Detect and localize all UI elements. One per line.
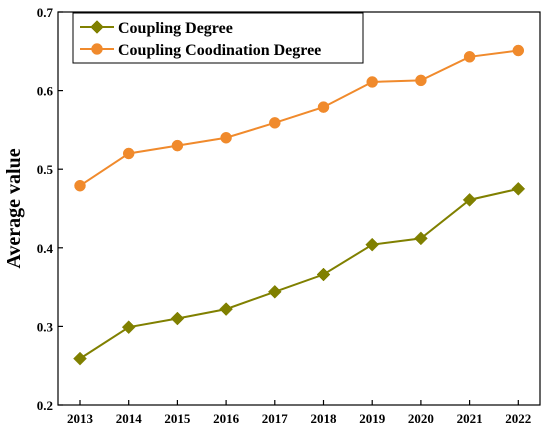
series-1-line (79, 49, 519, 187)
series-1-point (171, 139, 184, 152)
y-tick-label: 0.2 (37, 398, 53, 413)
legend-marker (90, 20, 104, 34)
series-0-point (365, 237, 380, 252)
series-1-point (74, 179, 86, 192)
x-tick-label: 2019 (359, 411, 386, 426)
x-tick-label: 2022 (505, 411, 531, 426)
series-0-line (79, 187, 519, 360)
series-0-point (267, 284, 282, 299)
series-0-point (511, 181, 526, 196)
legend-marker (91, 43, 103, 55)
series-1-point (269, 117, 281, 129)
legend-label: Coupling Coodination Degree (118, 42, 321, 59)
x-tick-label: 2015 (164, 411, 191, 426)
x-tick-label: 2018 (311, 411, 338, 426)
y-tick-label: 0.3 (37, 319, 54, 334)
y-axis-title: Average value (3, 148, 25, 268)
series-1-point (220, 132, 232, 144)
legend-label: Coupling Degree (118, 20, 233, 37)
x-tick-label: 2014 (116, 411, 143, 426)
series-0-point (462, 193, 477, 207)
legend: Coupling Degree Coupling Coodination Degr… (72, 12, 364, 64)
series-0-point (414, 231, 428, 246)
x-tick-label: 2020 (408, 411, 434, 426)
series-0-point (219, 302, 233, 316)
series-0-point (316, 267, 331, 282)
series-1-point (366, 76, 378, 88)
y-tick-label: 0.6 (37, 84, 54, 99)
series-1-point (463, 51, 476, 63)
series-1-point (512, 44, 525, 57)
x-tick-label: 2016 (213, 411, 240, 426)
x-tick-label: 2021 (457, 411, 483, 426)
x-tick-label: 2017 (262, 411, 289, 426)
series-0-point (121, 320, 136, 335)
x-tick-label: 2013 (67, 411, 94, 426)
plot-frame (57, 11, 541, 406)
series-1-point (122, 147, 135, 160)
y-axis-ticks: 0.2 0.3 0.4 0.5 0.6 0.7 (37, 5, 63, 413)
series-0-point (170, 311, 185, 326)
series-0-point (73, 351, 87, 366)
y-tick-label: 0.4 (37, 241, 54, 256)
y-tick-label: 0.7 (37, 5, 54, 20)
series-1-point (317, 101, 330, 113)
legend-box (72, 12, 364, 64)
y-tick-label: 0.5 (37, 162, 54, 177)
series-1-point (415, 74, 427, 87)
series-layer (73, 44, 526, 366)
x-axis-ticks: 2013 2014 2015 2016 2017 2018 2019 2020 2021 2022 (67, 400, 531, 426)
